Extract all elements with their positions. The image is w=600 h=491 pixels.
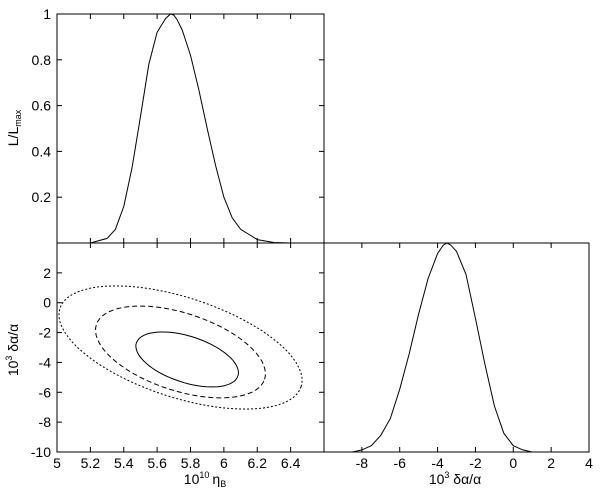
bottom-right-x-axis-title: 103 δα/α bbox=[429, 470, 481, 487]
top-y-tick-label: 0.6 bbox=[32, 98, 52, 114]
contour-y-tick-label: -10 bbox=[31, 444, 51, 460]
bottom-left-x-axis-title: 1010 ηB bbox=[184, 470, 226, 489]
contour-panel: 5 5.2 5.4 5.6 5.8 6 6.2 6.4 -10 -8 -6 -4 -2 0 2 bbox=[31, 243, 324, 471]
contour-y-tick-label: -2 bbox=[39, 325, 52, 341]
top-y-tick-label: 1 bbox=[43, 6, 51, 22]
likelihood-alpha-panel: -8 -6 -4 -2 0 2 4 bbox=[324, 242, 593, 471]
top-y-axis-title: L/Lmax bbox=[5, 109, 23, 146]
contour-x-tick-label: 6.2 bbox=[248, 455, 268, 471]
contour-y-tick-label: -8 bbox=[39, 414, 52, 430]
alpha-x-tick-label: -2 bbox=[469, 455, 482, 471]
contour-x-tick-label: 5.6 bbox=[147, 455, 167, 471]
likelihood-alpha-curve bbox=[324, 242, 589, 453]
contour-x-tick-label: 5 bbox=[53, 455, 61, 471]
contour-y-tick-label: -6 bbox=[39, 384, 52, 400]
contour-x-tick-label: 6.4 bbox=[281, 455, 301, 471]
contour-y-tick-label: -4 bbox=[39, 354, 52, 370]
alpha-x-tick-label: 4 bbox=[585, 455, 593, 471]
top-y-tick-label: 0.4 bbox=[32, 143, 52, 159]
contour-y-tick-label: 2 bbox=[43, 265, 51, 281]
contour-x-tick-label: 5.4 bbox=[114, 455, 134, 471]
bottom-right-panel-frame bbox=[323, 242, 590, 453]
likelihood-eta-panel: 0.2 0.4 0.6 0.8 1 bbox=[32, 6, 324, 244]
alpha-x-tick-label: -8 bbox=[356, 455, 369, 471]
contour-3-sigma bbox=[58, 285, 303, 410]
likelihood-eta-curve bbox=[57, 13, 324, 244]
contour-x-tick-label: 5.8 bbox=[181, 455, 201, 471]
top-panel-frame bbox=[56, 13, 325, 244]
top-y-tick-label: 0.8 bbox=[32, 52, 52, 68]
contour-y-tick-label: 0 bbox=[43, 295, 51, 311]
alpha-x-tick-label: -6 bbox=[393, 455, 406, 471]
alpha-x-tick-label: 0 bbox=[509, 455, 517, 471]
alpha-x-tick-label: 2 bbox=[547, 455, 555, 471]
alpha-x-tick-label: -4 bbox=[431, 455, 444, 471]
contour-2-sigma bbox=[95, 305, 266, 399]
contour-1-sigma bbox=[135, 331, 239, 388]
contour-x-tick-label: 5.2 bbox=[81, 455, 101, 471]
contour-x-tick-label: 6 bbox=[220, 455, 228, 471]
bottom-left-y-axis-title: 103 δα/α bbox=[4, 324, 21, 376]
top-y-tick-label: 0.2 bbox=[32, 189, 52, 205]
